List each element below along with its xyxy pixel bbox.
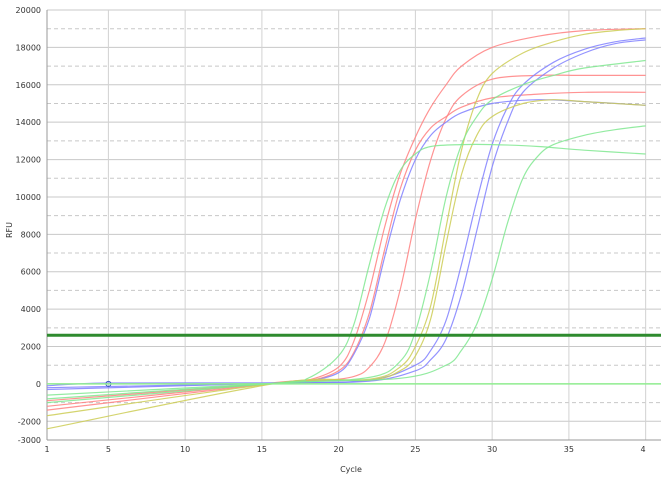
x-tick-label: 15 — [257, 445, 267, 454]
y-tick-label: 12000 — [16, 156, 41, 165]
y-tick-label: 18000 — [16, 43, 41, 52]
series-line-9 — [46, 143, 646, 404]
x-tick-label: 4 — [641, 445, 646, 454]
x-tick-label: 10 — [180, 445, 190, 454]
y-tick-label: 8000 — [21, 230, 41, 239]
series-line-11 — [46, 125, 646, 400]
series-line-2 — [46, 74, 646, 411]
y-tick-label: 0 — [36, 380, 41, 389]
grid — [46, 9, 661, 441]
y-tick-label: 16000 — [16, 81, 41, 90]
series-line-7 — [46, 99, 646, 430]
y-tick-label: 4000 — [21, 305, 41, 314]
y-tick-label: 10000 — [16, 193, 41, 202]
x-tick-label: 20 — [334, 445, 344, 454]
x-tick-label: 5 — [106, 445, 111, 454]
x-tick-label: 30 — [487, 445, 497, 454]
x-tick-label: 25 — [410, 445, 420, 454]
y-axis-label: RFU — [5, 222, 14, 238]
series-layer — [46, 28, 646, 430]
y-tick-label: 14000 — [16, 118, 41, 127]
x-tick-label: 1 — [44, 445, 49, 454]
y-tick-label: -3000 — [18, 436, 41, 445]
x-tick-label: 35 — [564, 445, 574, 454]
y-tick-label: -2000 — [18, 417, 41, 426]
y-tick-label: 20000 — [16, 6, 41, 15]
tick-labels: -3000 -2000 0 2000 4000 6000 8000 10000 12000 140… — [16, 6, 646, 454]
series-line-1 — [46, 91, 646, 407]
y-tick-label: 6000 — [21, 268, 41, 277]
series-line-4 — [46, 99, 646, 387]
y-tick-label: 2000 — [21, 343, 41, 352]
x-axis-label: Cycle — [340, 465, 362, 474]
reference-lines — [47, 333, 661, 385]
series-line-6 — [46, 39, 646, 391]
